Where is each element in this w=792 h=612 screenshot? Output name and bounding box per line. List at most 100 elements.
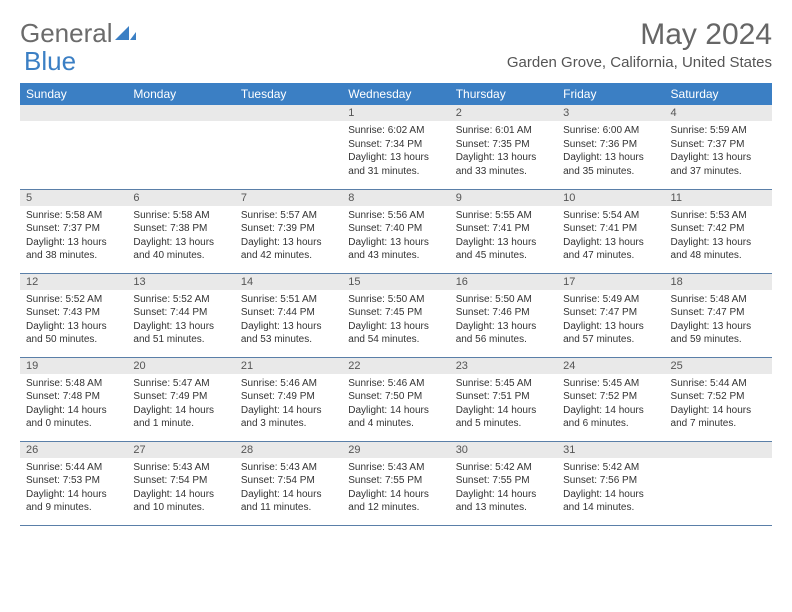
- day-number: 10: [557, 190, 664, 206]
- calendar-cell: 4Sunrise: 5:59 AMSunset: 7:37 PMDaylight…: [665, 105, 772, 189]
- calendar-cell: 17Sunrise: 5:49 AMSunset: 7:47 PMDayligh…: [557, 273, 664, 357]
- day-content: Sunrise: 5:50 AMSunset: 7:46 PMDaylight:…: [450, 290, 557, 351]
- day-content: Sunrise: 5:43 AMSunset: 7:55 PMDaylight:…: [342, 458, 449, 519]
- day-number: 18: [665, 274, 772, 290]
- day-content: Sunrise: 5:54 AMSunset: 7:41 PMDaylight:…: [557, 206, 664, 267]
- day-content: Sunrise: 5:48 AMSunset: 7:47 PMDaylight:…: [665, 290, 772, 351]
- logo-text-blue: Blue: [24, 46, 76, 77]
- day-number: 3: [557, 105, 664, 121]
- calendar-cell: 28Sunrise: 5:43 AMSunset: 7:54 PMDayligh…: [235, 441, 342, 525]
- calendar-cell: [665, 441, 772, 525]
- day-content: Sunrise: 6:00 AMSunset: 7:36 PMDaylight:…: [557, 121, 664, 182]
- day-number: [20, 105, 127, 121]
- day-content: [20, 121, 127, 128]
- calendar-cell: 15Sunrise: 5:50 AMSunset: 7:45 PMDayligh…: [342, 273, 449, 357]
- logo: General: [20, 18, 137, 49]
- calendar-cell: 22Sunrise: 5:46 AMSunset: 7:50 PMDayligh…: [342, 357, 449, 441]
- day-number: 17: [557, 274, 664, 290]
- calendar-cell: 13Sunrise: 5:52 AMSunset: 7:44 PMDayligh…: [127, 273, 234, 357]
- day-header: Friday: [557, 83, 664, 105]
- calendar-cell: [235, 105, 342, 189]
- day-content: Sunrise: 5:42 AMSunset: 7:55 PMDaylight:…: [450, 458, 557, 519]
- day-number: 16: [450, 274, 557, 290]
- calendar-cell: 24Sunrise: 5:45 AMSunset: 7:52 PMDayligh…: [557, 357, 664, 441]
- day-number: 14: [235, 274, 342, 290]
- calendar-week-row: 5Sunrise: 5:58 AMSunset: 7:37 PMDaylight…: [20, 189, 772, 273]
- calendar-cell: 19Sunrise: 5:48 AMSunset: 7:48 PMDayligh…: [20, 357, 127, 441]
- calendar-cell: 21Sunrise: 5:46 AMSunset: 7:49 PMDayligh…: [235, 357, 342, 441]
- day-number: 30: [450, 442, 557, 458]
- calendar-cell: 1Sunrise: 6:02 AMSunset: 7:34 PMDaylight…: [342, 105, 449, 189]
- day-number: 21: [235, 358, 342, 374]
- day-number: 2: [450, 105, 557, 121]
- calendar-cell: 11Sunrise: 5:53 AMSunset: 7:42 PMDayligh…: [665, 189, 772, 273]
- calendar-cell: 30Sunrise: 5:42 AMSunset: 7:55 PMDayligh…: [450, 441, 557, 525]
- day-content: Sunrise: 5:45 AMSunset: 7:51 PMDaylight:…: [450, 374, 557, 435]
- calendar-cell: 29Sunrise: 5:43 AMSunset: 7:55 PMDayligh…: [342, 441, 449, 525]
- day-content: Sunrise: 6:02 AMSunset: 7:34 PMDaylight:…: [342, 121, 449, 182]
- day-number: [235, 105, 342, 121]
- header: General May 2024 Garden Grove, Californi…: [20, 18, 772, 77]
- calendar-cell: 3Sunrise: 6:00 AMSunset: 7:36 PMDaylight…: [557, 105, 664, 189]
- calendar-week-row: 19Sunrise: 5:48 AMSunset: 7:48 PMDayligh…: [20, 357, 772, 441]
- day-content: [127, 121, 234, 128]
- day-number: 11: [665, 190, 772, 206]
- logo-text-general: General: [20, 18, 113, 49]
- day-content: Sunrise: 6:01 AMSunset: 7:35 PMDaylight:…: [450, 121, 557, 182]
- calendar-cell: 20Sunrise: 5:47 AMSunset: 7:49 PMDayligh…: [127, 357, 234, 441]
- location-text: Garden Grove, California, United States: [507, 54, 772, 71]
- day-content: Sunrise: 5:59 AMSunset: 7:37 PMDaylight:…: [665, 121, 772, 182]
- day-number: 19: [20, 358, 127, 374]
- calendar-cell: 12Sunrise: 5:52 AMSunset: 7:43 PMDayligh…: [20, 273, 127, 357]
- day-content: Sunrise: 5:45 AMSunset: 7:52 PMDaylight:…: [557, 374, 664, 435]
- day-number: [127, 105, 234, 121]
- calendar-cell: 9Sunrise: 5:55 AMSunset: 7:41 PMDaylight…: [450, 189, 557, 273]
- calendar-week-row: 12Sunrise: 5:52 AMSunset: 7:43 PMDayligh…: [20, 273, 772, 357]
- day-content: Sunrise: 5:57 AMSunset: 7:39 PMDaylight:…: [235, 206, 342, 267]
- day-content: Sunrise: 5:53 AMSunset: 7:42 PMDaylight:…: [665, 206, 772, 267]
- day-number: 20: [127, 358, 234, 374]
- day-content: Sunrise: 5:43 AMSunset: 7:54 PMDaylight:…: [235, 458, 342, 519]
- calendar-cell: 7Sunrise: 5:57 AMSunset: 7:39 PMDaylight…: [235, 189, 342, 273]
- calendar-cell: 5Sunrise: 5:58 AMSunset: 7:37 PMDaylight…: [20, 189, 127, 273]
- day-number: 5: [20, 190, 127, 206]
- calendar-cell: 23Sunrise: 5:45 AMSunset: 7:51 PMDayligh…: [450, 357, 557, 441]
- day-content: Sunrise: 5:49 AMSunset: 7:47 PMDaylight:…: [557, 290, 664, 351]
- calendar-cell: 8Sunrise: 5:56 AMSunset: 7:40 PMDaylight…: [342, 189, 449, 273]
- calendar-cell: [20, 105, 127, 189]
- calendar-cell: 18Sunrise: 5:48 AMSunset: 7:47 PMDayligh…: [665, 273, 772, 357]
- day-content: Sunrise: 5:52 AMSunset: 7:44 PMDaylight:…: [127, 290, 234, 351]
- logo-sail-icon: [115, 24, 137, 42]
- day-number: 26: [20, 442, 127, 458]
- day-number: 6: [127, 190, 234, 206]
- day-header: Saturday: [665, 83, 772, 105]
- calendar-header-row: SundayMondayTuesdayWednesdayThursdayFrid…: [20, 83, 772, 105]
- calendar-cell: [127, 105, 234, 189]
- day-content: Sunrise: 5:47 AMSunset: 7:49 PMDaylight:…: [127, 374, 234, 435]
- calendar-week-row: 26Sunrise: 5:44 AMSunset: 7:53 PMDayligh…: [20, 441, 772, 525]
- calendar-cell: 6Sunrise: 5:58 AMSunset: 7:38 PMDaylight…: [127, 189, 234, 273]
- day-content: Sunrise: 5:50 AMSunset: 7:45 PMDaylight:…: [342, 290, 449, 351]
- day-header: Thursday: [450, 83, 557, 105]
- day-content: Sunrise: 5:58 AMSunset: 7:38 PMDaylight:…: [127, 206, 234, 267]
- calendar-cell: 10Sunrise: 5:54 AMSunset: 7:41 PMDayligh…: [557, 189, 664, 273]
- day-number: 7: [235, 190, 342, 206]
- calendar-cell: 16Sunrise: 5:50 AMSunset: 7:46 PMDayligh…: [450, 273, 557, 357]
- day-content: Sunrise: 5:48 AMSunset: 7:48 PMDaylight:…: [20, 374, 127, 435]
- calendar-table: SundayMondayTuesdayWednesdayThursdayFrid…: [20, 83, 772, 526]
- calendar-body: 1Sunrise: 6:02 AMSunset: 7:34 PMDaylight…: [20, 105, 772, 525]
- day-content: Sunrise: 5:51 AMSunset: 7:44 PMDaylight:…: [235, 290, 342, 351]
- day-number: 25: [665, 358, 772, 374]
- calendar-cell: 2Sunrise: 6:01 AMSunset: 7:35 PMDaylight…: [450, 105, 557, 189]
- day-number: 1: [342, 105, 449, 121]
- day-content: Sunrise: 5:43 AMSunset: 7:54 PMDaylight:…: [127, 458, 234, 519]
- day-number: 15: [342, 274, 449, 290]
- day-header: Wednesday: [342, 83, 449, 105]
- day-header: Sunday: [20, 83, 127, 105]
- calendar-cell: 27Sunrise: 5:43 AMSunset: 7:54 PMDayligh…: [127, 441, 234, 525]
- calendar-cell: 14Sunrise: 5:51 AMSunset: 7:44 PMDayligh…: [235, 273, 342, 357]
- day-number: 13: [127, 274, 234, 290]
- day-number: 22: [342, 358, 449, 374]
- title-block: May 2024 Garden Grove, California, Unite…: [507, 18, 772, 77]
- day-number: 24: [557, 358, 664, 374]
